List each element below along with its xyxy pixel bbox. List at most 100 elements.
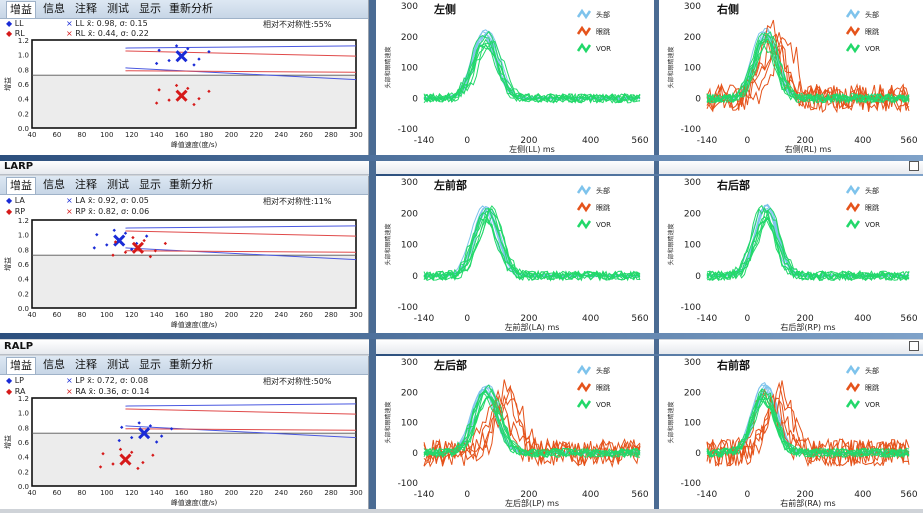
trace-chart: 300 200 100 0 -100-140 0 200 400 560 头部和眼睛速度左侧(LL… bbox=[384, 2, 649, 154]
y-tick-label: 0.6 bbox=[18, 439, 30, 447]
x-tick-label: 220 bbox=[250, 131, 263, 139]
saccade-trace bbox=[706, 42, 910, 114]
tab-gain[interactable]: 增益 bbox=[6, 1, 36, 18]
y-tick-label: 0.0 bbox=[18, 483, 29, 491]
gain-point bbox=[153, 249, 158, 253]
gain-point bbox=[111, 253, 115, 257]
y-tick-label: 300 bbox=[684, 178, 701, 188]
y-tick-label: 0 bbox=[695, 94, 701, 104]
y-tick-label: 100 bbox=[401, 241, 418, 251]
x-tick-label: 40 bbox=[28, 489, 37, 497]
tab-test[interactable]: 测试 bbox=[107, 2, 129, 15]
tab-notes[interactable]: 注释 bbox=[75, 358, 97, 371]
x-tick-label: -140 bbox=[414, 314, 435, 324]
legend-item-la: ◆ LA bbox=[6, 196, 25, 205]
x-tick-label: 400 bbox=[854, 314, 871, 324]
tab-test[interactable]: 测试 bbox=[107, 358, 129, 371]
y-tick-label: 0 bbox=[412, 449, 418, 459]
asymmetry-text: 相对不对称性:50% bbox=[263, 377, 332, 386]
gain-chart-2: 0.0 0.2 0.4 0.6 0.8 1.0 1.2 40 60 80 100 120 140 160 1… bbox=[3, 217, 363, 329]
x-tick-label: 200 bbox=[225, 131, 238, 139]
y-tick-label: 200 bbox=[401, 388, 418, 398]
gain-point bbox=[154, 61, 159, 66]
x-tick-label: 60 bbox=[52, 489, 61, 497]
legend-swatch-0 bbox=[845, 364, 861, 376]
gain-point bbox=[131, 235, 135, 240]
head-trace bbox=[423, 30, 641, 100]
x-axis-label: 左侧(LL) ms bbox=[509, 144, 555, 154]
x-tick-label: 280 bbox=[324, 489, 337, 497]
legend-swatch-1 bbox=[576, 381, 592, 393]
head-trace bbox=[706, 386, 910, 455]
tab-display[interactable]: 显示 bbox=[139, 178, 161, 191]
x-axis-label: 左前部(LA) ms bbox=[505, 322, 560, 332]
tab-reanalyze[interactable]: 重新分析 bbox=[169, 358, 213, 371]
norm-line bbox=[125, 50, 357, 57]
tab-test[interactable]: 测试 bbox=[107, 178, 129, 191]
y-axis-label: 头部和眼睛速度 bbox=[667, 223, 675, 265]
gain-point bbox=[157, 88, 161, 92]
y-axis-label: 头部和眼睛速度 bbox=[667, 401, 675, 443]
tab-reanalyze[interactable]: 重新分析 bbox=[169, 178, 213, 191]
gain-point bbox=[117, 438, 121, 443]
gain-mean-marker bbox=[175, 89, 188, 102]
x-tick-label: 260 bbox=[299, 131, 312, 139]
tab-display[interactable]: 显示 bbox=[139, 358, 161, 371]
y-axis-label: 头部和眼睛速度 bbox=[384, 223, 392, 265]
norm-line bbox=[125, 247, 357, 261]
legend-label-2: VOR bbox=[865, 45, 880, 53]
x-tick-label: 200 bbox=[797, 314, 814, 324]
head-trace bbox=[706, 208, 910, 278]
head-trace bbox=[423, 33, 641, 100]
gain-chart-1: 0.0 0.2 0.4 0.6 0.8 1.0 1.2 40 60 80 100 120 140 160 1… bbox=[3, 37, 363, 149]
y-axis-label: 头部和眼睛速度 bbox=[667, 46, 675, 88]
legend-swatch-2 bbox=[576, 218, 592, 230]
gain-mean-marker bbox=[131, 241, 144, 254]
legend-item-ra: ◆ RA bbox=[6, 387, 26, 396]
stat-rl: × RL x̄: 0.44, σ: 0.22 bbox=[66, 29, 149, 38]
tab-gain[interactable]: 增益 bbox=[6, 177, 36, 194]
x-tick-label: 200 bbox=[225, 489, 238, 497]
maximize-button[interactable] bbox=[909, 341, 919, 351]
tab-reanalyze[interactable]: 重新分析 bbox=[169, 2, 213, 15]
x-tick-label: 40 bbox=[28, 131, 37, 139]
y-tick-label: 0.2 bbox=[18, 468, 29, 476]
x-tick-label: 120 bbox=[125, 489, 138, 497]
x-tick-label: 400 bbox=[582, 136, 599, 146]
gain-panel-3: 增益 信息 注释 测试 显示 重新分析 ◆ LP ◆ RA × LP x̄: 0… bbox=[0, 356, 369, 509]
gain-point bbox=[197, 57, 201, 61]
tab-display[interactable]: 显示 bbox=[139, 2, 161, 15]
maximize-button[interactable] bbox=[909, 161, 919, 171]
norm-line bbox=[125, 250, 357, 253]
x-tick-label: 0 bbox=[464, 490, 470, 500]
x-tick-label: 0 bbox=[464, 314, 470, 324]
gain-point bbox=[163, 241, 168, 246]
tab-notes[interactable]: 注释 bbox=[75, 178, 97, 191]
x-tick-label: 400 bbox=[582, 314, 599, 324]
x-tick-label: 280 bbox=[324, 311, 337, 319]
y-tick-label: 300 bbox=[684, 358, 701, 368]
legend-label-2: VOR bbox=[865, 221, 880, 229]
panel-header-bar bbox=[376, 174, 923, 176]
vor-trace bbox=[706, 216, 910, 282]
gain-point bbox=[174, 44, 179, 48]
x-tick-label: 200 bbox=[520, 314, 537, 324]
y-tick-label: 0.8 bbox=[18, 66, 29, 74]
vor-trace bbox=[423, 205, 641, 282]
x-tick-label: 140 bbox=[150, 489, 163, 497]
tab-gain[interactable]: 增益 bbox=[6, 357, 36, 374]
legend-swatch-2 bbox=[576, 398, 592, 410]
tab-info[interactable]: 信息 bbox=[43, 2, 65, 15]
x-tick-label: 0 bbox=[745, 490, 751, 500]
trace-panel-2-left: 300 200 100 0 -100 -140 0 200 400 560 头部和眼睛速度 左前部(L… bbox=[376, 176, 654, 333]
tab-info[interactable]: 信息 bbox=[43, 178, 65, 191]
legend-swatch-1 bbox=[845, 25, 861, 37]
legend-label-1: 眼跳 bbox=[865, 27, 879, 36]
x-axis-label: 右后部(RP) ms bbox=[780, 322, 835, 332]
tab-notes[interactable]: 注释 bbox=[75, 2, 97, 15]
trace-title: 右侧 bbox=[716, 2, 739, 16]
x-axis-label: 峰值速度(度/s) bbox=[171, 320, 218, 329]
tab-info[interactable]: 信息 bbox=[43, 358, 65, 371]
y-axis-label: 增益 bbox=[3, 77, 12, 91]
gain-point bbox=[186, 47, 190, 51]
